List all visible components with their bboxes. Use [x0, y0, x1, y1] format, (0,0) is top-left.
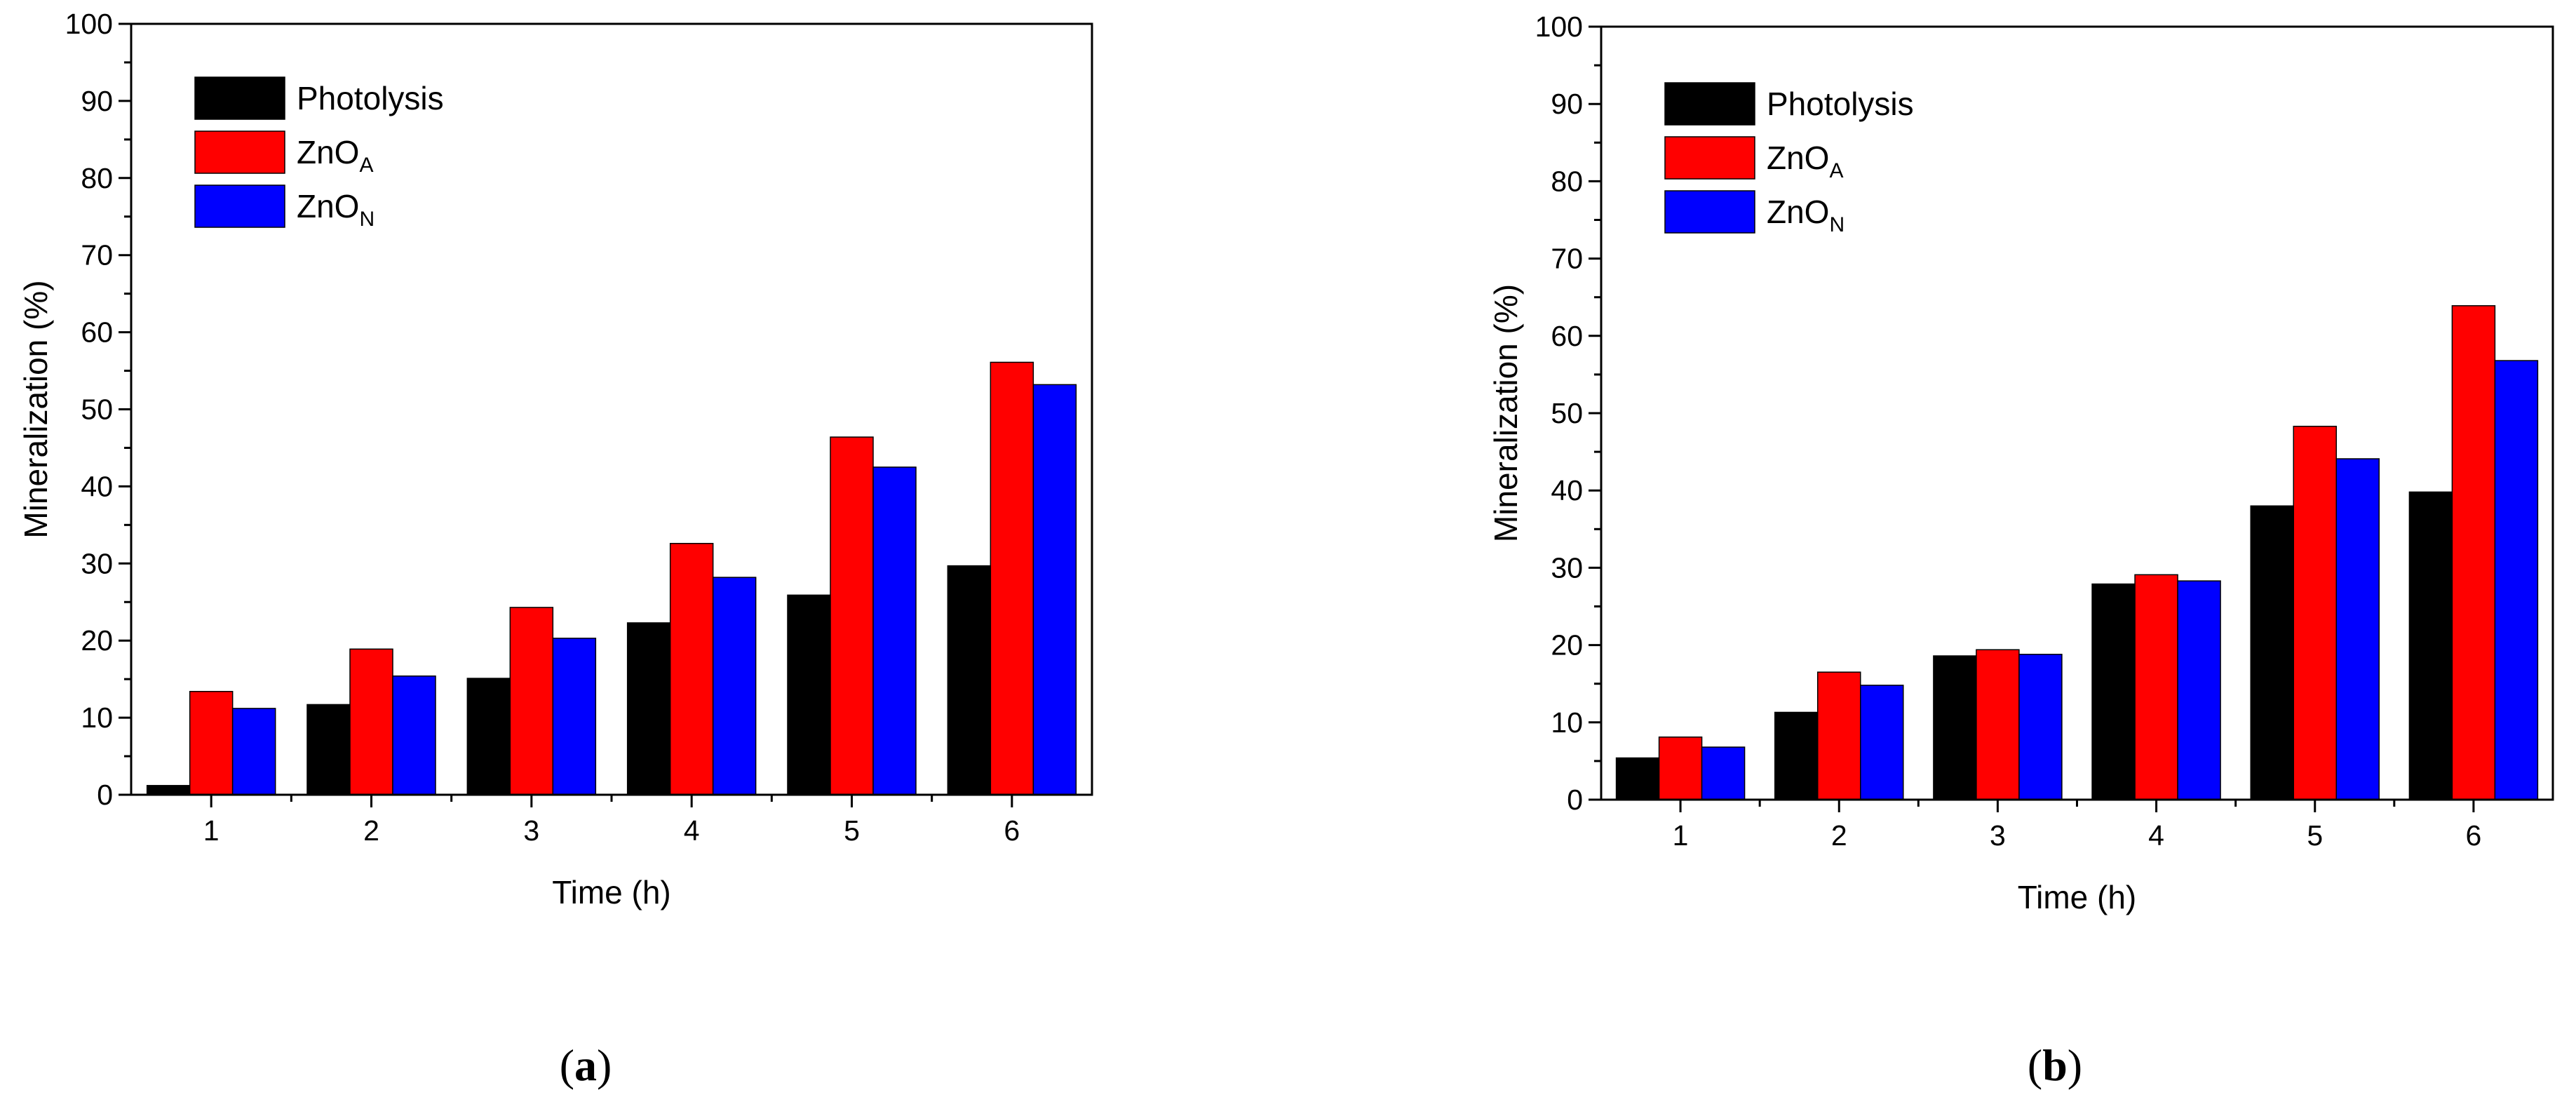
bar-znoa-4 [669, 542, 714, 795]
bar-znoa-2 [349, 648, 393, 795]
x-axis-label: Time (h) [552, 874, 671, 911]
y-tick-label: 0 [97, 779, 113, 811]
bar-znoa-2 [1817, 671, 1861, 800]
legend-swatch-znoa [194, 130, 285, 174]
y-tick-label: 40 [81, 470, 113, 502]
x-tick-label: 1 [203, 814, 220, 847]
bar-znon-6 [1032, 384, 1077, 795]
bar-znon-1 [1701, 746, 1746, 800]
x-tick-label: 2 [363, 814, 379, 847]
y-tick-label: 50 [1551, 397, 1583, 429]
y-tick-label: 70 [81, 239, 113, 271]
bar-znon-4 [2177, 580, 2221, 800]
x-tick-label: 1 [1673, 819, 1689, 852]
panel-caption-b: (b) [2028, 1040, 2082, 1090]
y-axis-label: Mineralization (%) [1488, 284, 1524, 542]
x-tick-label: 2 [1831, 819, 1847, 852]
bar-znoa-5 [2293, 425, 2337, 800]
y-tick-label: 90 [1551, 88, 1583, 120]
y-tick-label: 30 [1551, 551, 1583, 584]
bar-znoa-4 [2134, 574, 2178, 800]
bar-znoa-5 [830, 436, 874, 795]
bar-znon-6 [2494, 360, 2539, 800]
legend: Photolysis ZnOA ZnON [1664, 82, 1914, 236]
y-tick-label: 30 [81, 547, 113, 579]
legend-swatch-photolysis [194, 76, 285, 120]
legend-label-znon: ZnON [297, 188, 375, 231]
x-tick-label: 6 [2466, 819, 2482, 852]
bar-photolysis-4 [2091, 583, 2136, 800]
bar-photolysis-1 [1615, 757, 1660, 800]
bar-znoa-3 [509, 607, 554, 795]
y-tick-label: 80 [1551, 165, 1583, 197]
bar-photolysis-6 [2408, 491, 2453, 800]
bar-photolysis-4 [626, 622, 671, 795]
bar-photolysis-5 [2250, 505, 2294, 800]
legend-swatch-znon [1664, 190, 1755, 234]
bar-znon-2 [1860, 685, 1904, 800]
legend-label-znoa: ZnOA [297, 134, 373, 177]
bar-znoa-6 [2451, 305, 2496, 800]
bar-znoa-3 [1976, 649, 2020, 800]
y-tick-label: 0 [1567, 784, 1583, 816]
bar-znon-3 [552, 638, 597, 795]
y-axis-label: Mineralization (%) [18, 280, 54, 538]
y-tick-label: 10 [81, 701, 113, 734]
bar-znon-1 [231, 708, 276, 795]
y-tick-label: 70 [1551, 243, 1583, 275]
y-tick-label: 40 [1551, 474, 1583, 506]
bar-photolysis-2 [1774, 711, 1819, 800]
legend-label-znoa: ZnOA [1767, 140, 1843, 182]
bar-znoa-1 [189, 690, 234, 795]
legend-swatch-znoa [1664, 136, 1755, 180]
x-tick-label: 5 [844, 814, 860, 847]
bar-znon-5 [872, 466, 917, 795]
legend-label-photolysis: Photolysis [1767, 86, 1914, 122]
bar-znon-2 [392, 676, 436, 795]
legend-swatch-photolysis [1664, 82, 1755, 126]
panel-caption-a: (a) [560, 1040, 612, 1090]
x-tick-label: 3 [523, 814, 539, 847]
bar-photolysis-5 [787, 594, 831, 795]
legend-swatch-znon [194, 184, 285, 228]
bar-znoa-6 [990, 361, 1034, 795]
y-tick-label: 50 [81, 394, 113, 426]
x-tick-label: 4 [684, 814, 700, 847]
x-tick-label: 4 [2148, 819, 2164, 852]
y-tick-label: 60 [1551, 320, 1583, 352]
x-axis-label: Time (h) [2018, 879, 2137, 915]
bar-photolysis-6 [947, 565, 992, 795]
y-tick-label: 20 [81, 624, 113, 657]
chart-panel-b: 0 10 20 30 40 50 60 70 80 90 100 1 2 3 4 5 6 Time (h) Mine… [1488, 11, 2554, 1090]
legend-label-znon: ZnON [1767, 194, 1845, 236]
y-tick-label: 90 [81, 85, 113, 117]
x-tick-label: 5 [2307, 819, 2323, 852]
x-tick-label: 3 [1990, 819, 2006, 852]
bar-photolysis-3 [466, 678, 511, 795]
bar-znon-3 [2018, 654, 2063, 800]
y-tick-label: 10 [1551, 706, 1583, 739]
bar-photolysis-3 [1933, 655, 1977, 800]
chart-panel-a: 0 10 20 30 40 50 60 70 80 90 100 1 2 3 4 5 6 Time (h) Mine… [18, 8, 1093, 1090]
y-tick-label: 60 [81, 316, 113, 349]
bar-photolysis-2 [306, 704, 351, 795]
y-tick-label: 100 [65, 8, 113, 40]
y-tick-label: 20 [1551, 629, 1583, 661]
y-tick-label: 80 [81, 162, 113, 194]
legend-label-photolysis: Photolysis [297, 80, 444, 116]
y-tick-label: 100 [1535, 11, 1583, 43]
bar-znon-5 [2335, 458, 2380, 800]
bar-photolysis-1 [146, 785, 191, 795]
bar-znoa-1 [1658, 736, 1703, 800]
legend: Photolysis ZnOA ZnON [194, 76, 444, 231]
bar-znon-4 [712, 577, 757, 795]
x-tick-label: 6 [1004, 814, 1020, 847]
